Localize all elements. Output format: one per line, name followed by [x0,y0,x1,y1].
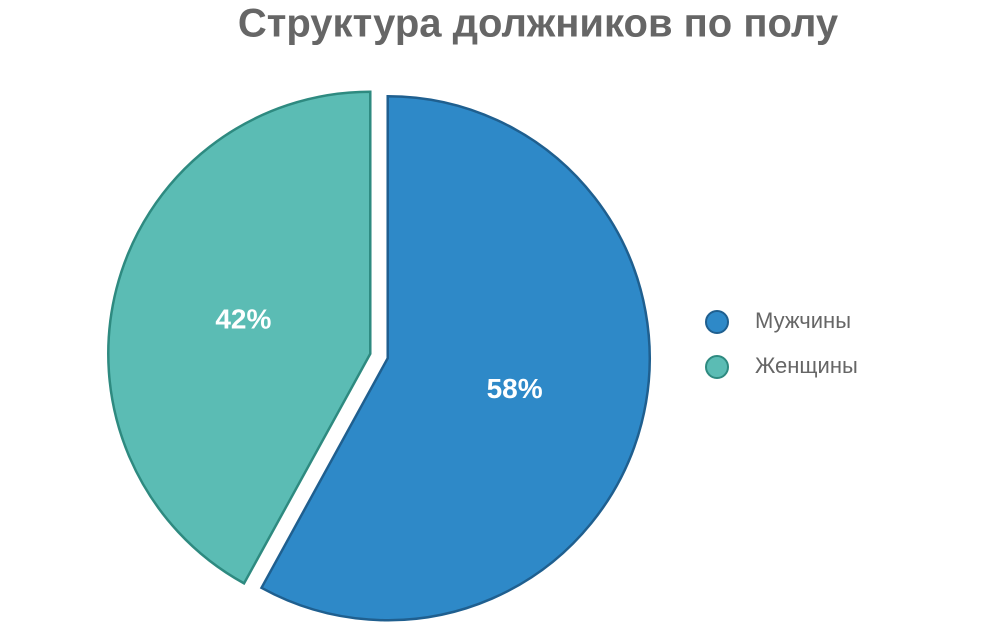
chart-title: Структура должников по полу [238,2,839,46]
pie-slice [107,90,372,586]
legend-label: Женщины [755,353,858,378]
legend-label: Мужчины [755,308,851,333]
legend-swatch [705,355,729,379]
data-label: 42% [215,304,271,335]
legend-swatch [705,310,729,334]
pie-slice [259,94,651,622]
data-label: 58% [487,373,543,404]
